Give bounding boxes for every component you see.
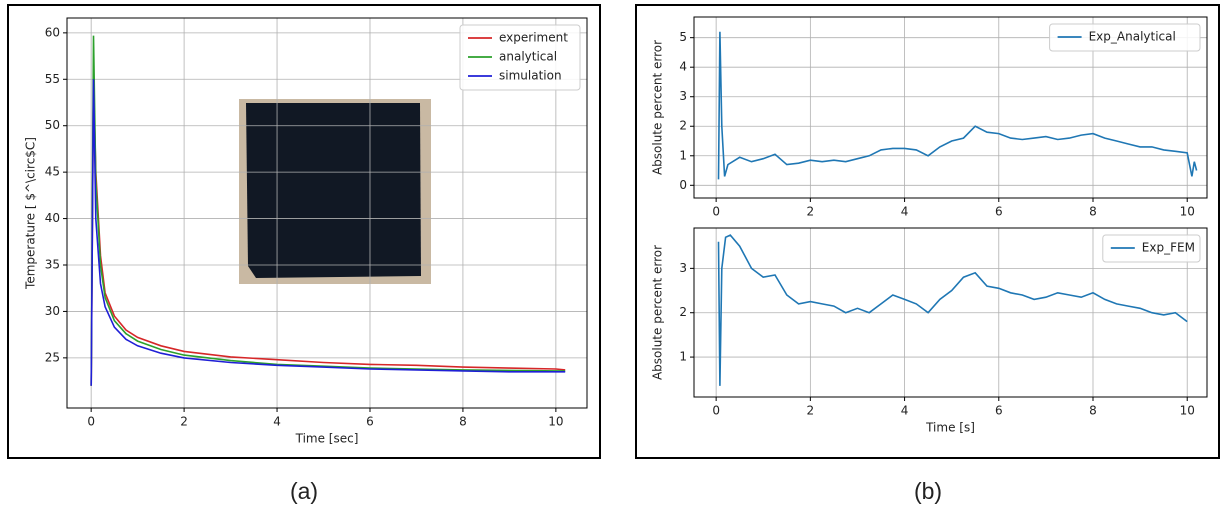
y-tick-label: 25 xyxy=(45,350,60,364)
x-tick-label: 8 xyxy=(1089,404,1097,418)
legend-label: analytical xyxy=(499,50,557,64)
x-tick-label: 10 xyxy=(548,415,563,429)
y-tick-label: 35 xyxy=(45,258,60,272)
y-tick-label: 45 xyxy=(45,165,60,179)
plot-frame xyxy=(693,16,1208,199)
x-tick-label: 6 xyxy=(995,404,1003,418)
y-tick-label: 1 xyxy=(679,350,687,364)
y-tick-label: 50 xyxy=(45,118,60,132)
y-tick-label: 0 xyxy=(679,178,687,192)
x-tick-label: 0 xyxy=(712,205,720,219)
y-tick-label: 3 xyxy=(679,261,687,275)
x-tick-label: 6 xyxy=(366,415,374,429)
line xyxy=(90,35,566,386)
y-tick-label: 4 xyxy=(679,60,687,74)
y-tick-label: 55 xyxy=(45,72,60,86)
x-tick-label: 4 xyxy=(901,205,909,219)
y-axis-label: Temperature [ $^\circ$C] xyxy=(24,137,38,290)
x-tick-label: 4 xyxy=(901,404,909,418)
legend-label: simulation xyxy=(499,69,562,83)
y-tick-label: 5 xyxy=(679,30,687,44)
plot-frame xyxy=(66,17,588,409)
legend-label: Exp_Analytical xyxy=(1089,30,1176,44)
x-axis-label: Time [sec] xyxy=(295,432,359,446)
x-axis-label: Time [s] xyxy=(925,421,975,435)
x-tick-label: 6 xyxy=(995,205,1003,219)
x-tick-label: 2 xyxy=(807,404,815,418)
x-tick-label: 8 xyxy=(459,415,467,429)
line xyxy=(717,31,1198,180)
line xyxy=(90,79,566,386)
x-tick-label: 4 xyxy=(273,415,281,429)
caption: (a) xyxy=(290,478,318,504)
x-tick-label: 0 xyxy=(87,415,95,429)
y-tick-label: 3 xyxy=(679,89,687,103)
y-axis-label: Absolute percent error xyxy=(651,40,665,175)
x-tick-label: 0 xyxy=(712,404,720,418)
plot-frame xyxy=(693,227,1208,398)
legend-box xyxy=(459,24,581,91)
x-tick-label: 2 xyxy=(807,205,815,219)
y-tick-label: 2 xyxy=(679,119,687,133)
panel-border xyxy=(7,4,601,459)
panel-border xyxy=(635,4,1220,459)
x-tick-label: 10 xyxy=(1180,205,1195,219)
y-tick-label: 30 xyxy=(45,304,60,318)
y-axis-label: Absolute percent error xyxy=(651,245,665,380)
x-tick-label: 10 xyxy=(1180,404,1195,418)
inset-photo xyxy=(239,99,431,284)
x-tick-label: 8 xyxy=(1089,205,1097,219)
y-tick-label: 2 xyxy=(679,305,687,319)
caption: (b) xyxy=(914,478,942,504)
line xyxy=(717,234,1188,386)
legend-label: Exp_FEM xyxy=(1142,241,1195,255)
x-tick-label: 2 xyxy=(180,415,188,429)
y-tick-label: 60 xyxy=(45,25,60,39)
y-tick-label: 40 xyxy=(45,211,60,225)
legend-box xyxy=(1049,23,1201,52)
legend-box xyxy=(1102,234,1201,263)
legend-label: experiment xyxy=(499,31,568,45)
y-tick-label: 1 xyxy=(679,148,687,162)
